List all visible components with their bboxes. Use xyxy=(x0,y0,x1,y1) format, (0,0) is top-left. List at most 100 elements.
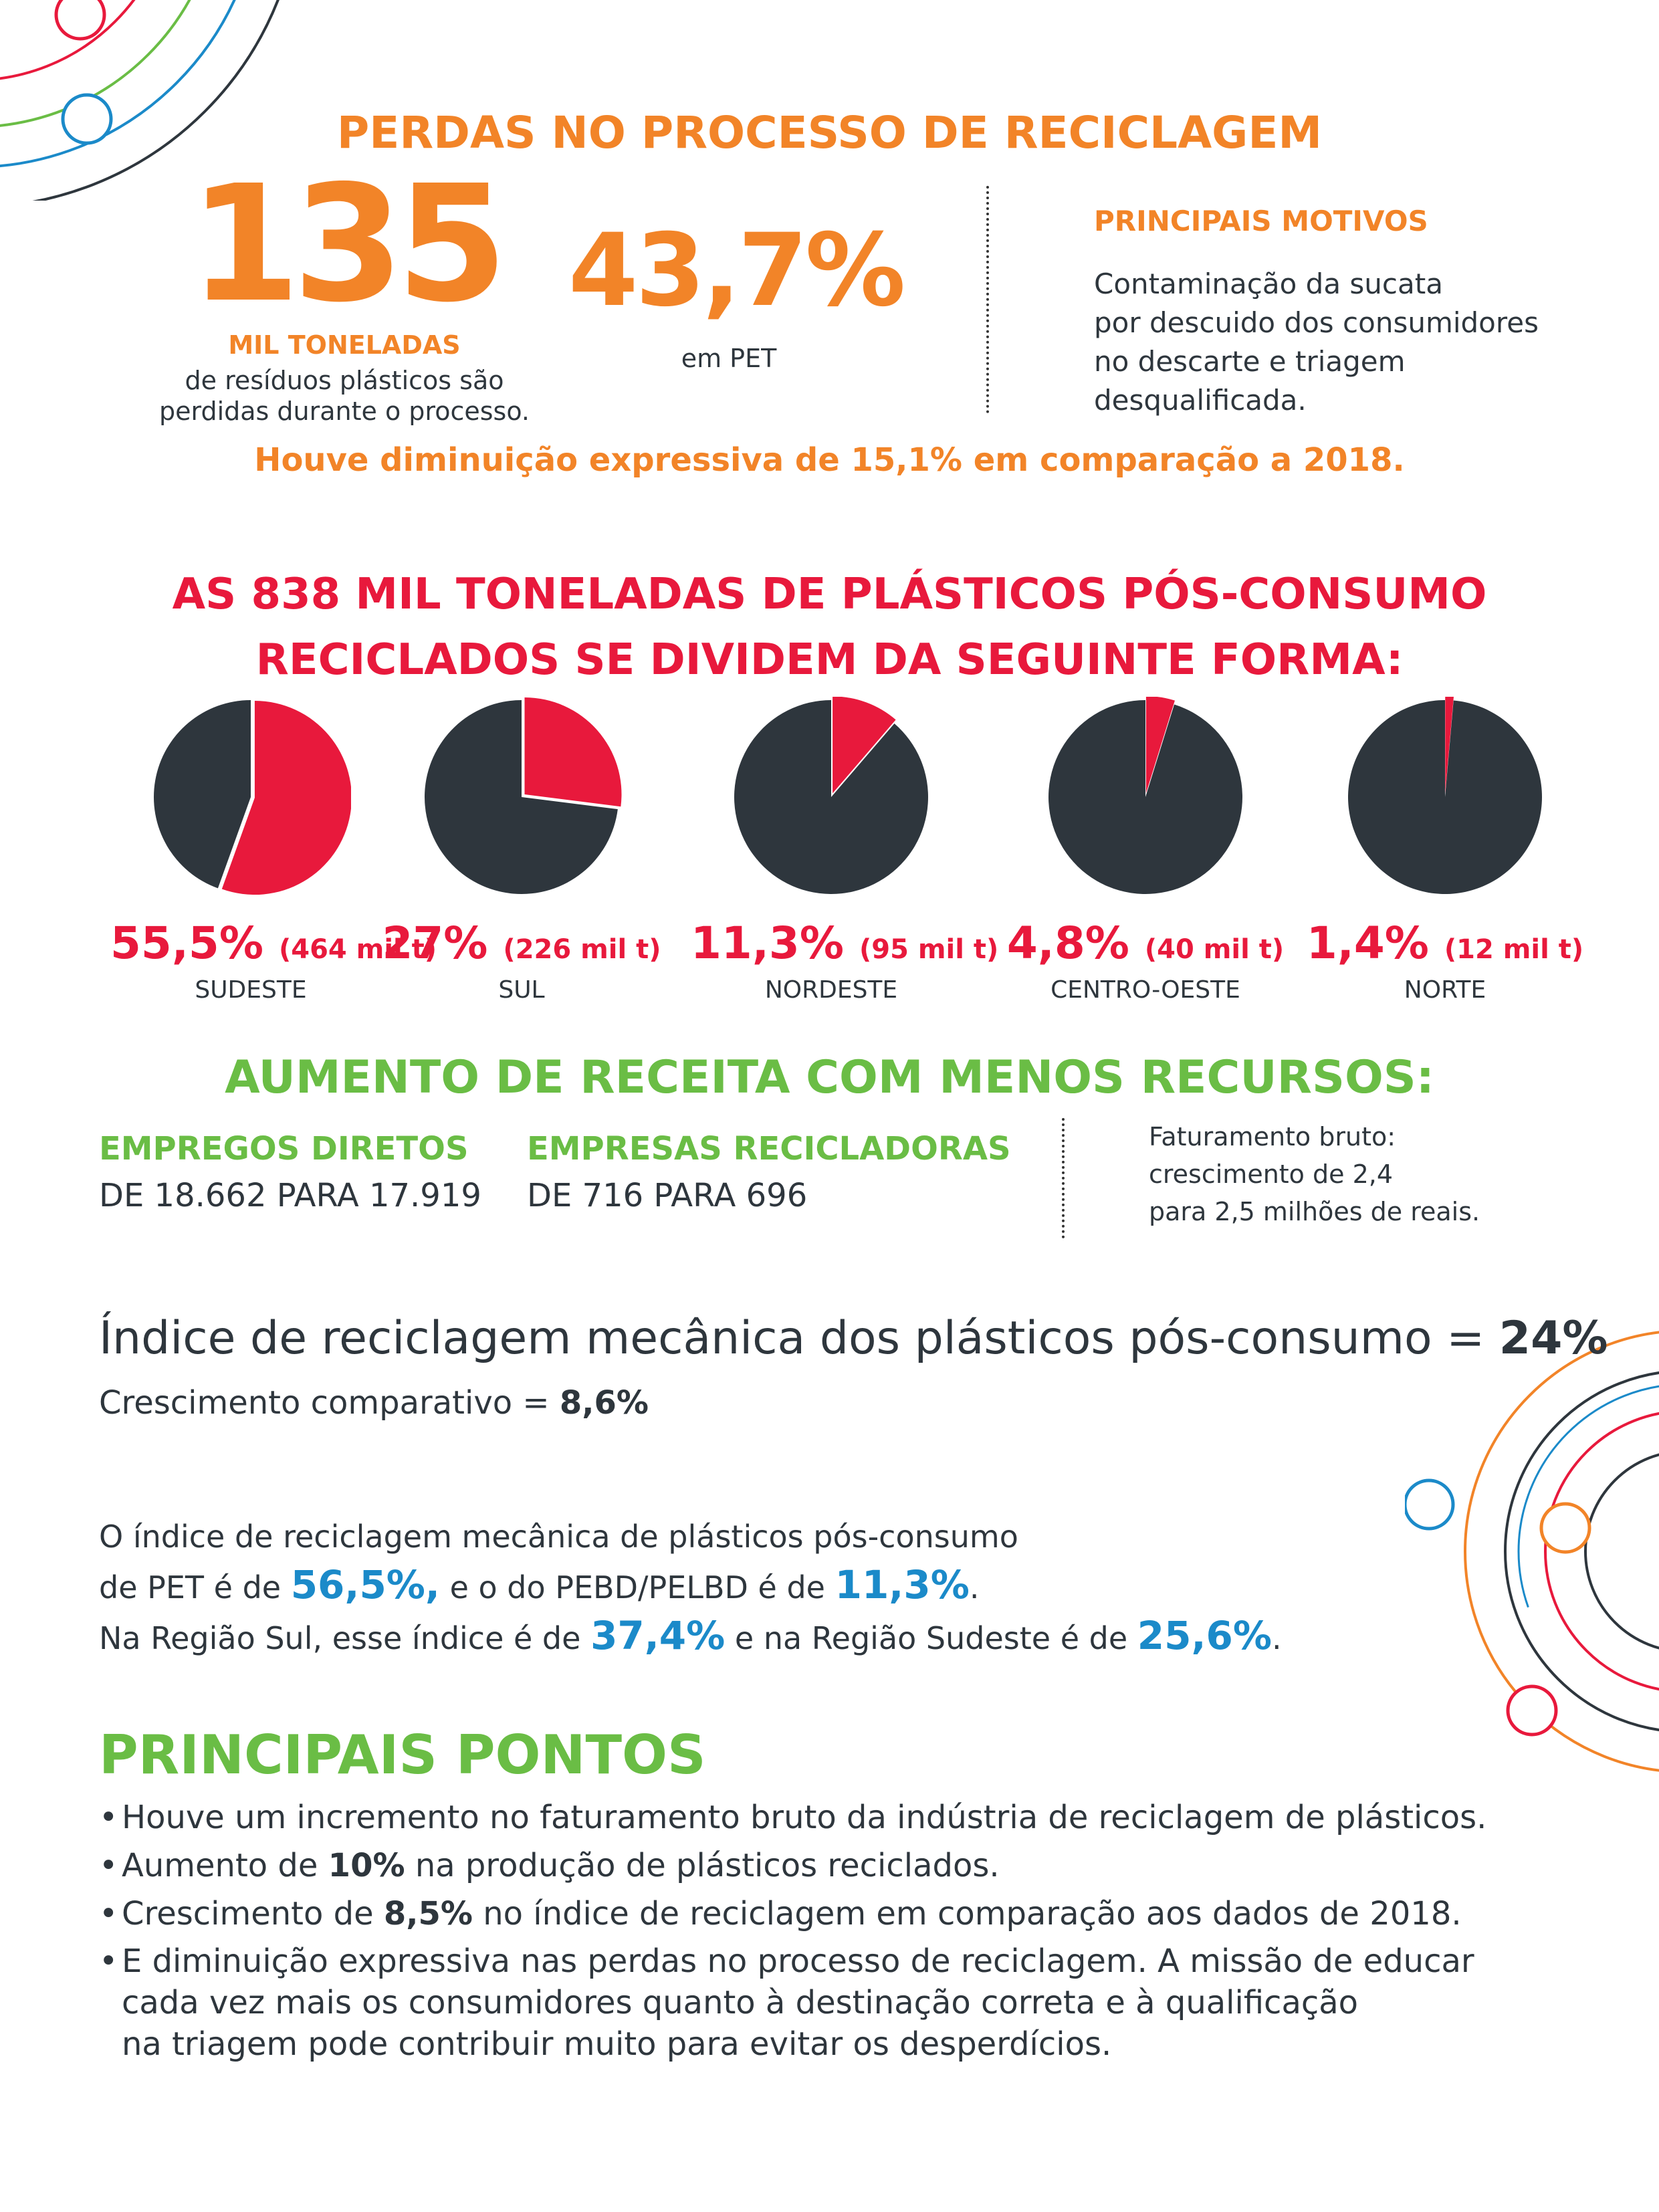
reasons-title: PRINCIPAIS MOTIVOS xyxy=(1094,205,1428,237)
pie-percent-label: 27% xyxy=(382,917,504,969)
losses-title: PERDAS NO PROCESSO DE RECICLAGEM xyxy=(336,107,1323,158)
pie-slice-rest xyxy=(1048,700,1242,894)
pie-tonnage-label: (464 mil t) xyxy=(278,934,437,965)
pet-index-sudeste-value: 25,6% xyxy=(1137,1613,1272,1658)
point-item-4: E diminuição expressiva nas perdas no pr… xyxy=(99,1941,1570,2065)
pie-percent-label: 4,8% xyxy=(1006,917,1145,969)
point-item-3-value: 8,5% xyxy=(383,1895,473,1932)
point-item-4-line3: na triagem pode contribuir muito para ev… xyxy=(122,2025,1112,2063)
point-item-4-line1: E diminuição expressiva nas perdas no pr… xyxy=(122,1943,1474,1980)
losses-description-line2: perdidas durante o processo. xyxy=(159,397,530,426)
division-title-line1: AS 838 MIL TONELADAS DE PLÁSTICOS PÓS-CO… xyxy=(172,570,1487,619)
pet-index-line1: O índice de reciclagem mecânica de plást… xyxy=(99,1519,1018,1555)
companies-value: DE 716 PARA 696 xyxy=(527,1177,808,1214)
pie-value-label: 11,3% (95 mil t) xyxy=(691,921,998,966)
pet-index-pebd-value: 11,3% xyxy=(835,1562,970,1608)
pie-tonnage-label: (12 mil t) xyxy=(1444,934,1584,965)
recycling-index: Índice de reciclagem mecânica dos plásti… xyxy=(99,1312,1608,1365)
pie-slice-sul xyxy=(524,697,622,807)
losses-description: de resíduos plásticos são perdidas duran… xyxy=(137,365,552,427)
decorative-circles-top-left xyxy=(0,0,280,201)
point-item-1: Houve um incremento no faturamento bruto… xyxy=(99,1796,1570,1839)
pie-slice-sudeste xyxy=(221,701,351,895)
pie-value-label: 27% (226 mil t) xyxy=(381,921,662,966)
jobs-value: DE 18.662 PARA 17.919 xyxy=(99,1177,481,1214)
pie-slice-rest xyxy=(734,700,928,894)
pie-chart-centro-oeste: 4,8% (40 mil t) CENTRO-OESTE xyxy=(1005,697,1286,1004)
reasons-line2: por descuido dos consumidores xyxy=(1094,306,1539,339)
pie-region-label: NORTE xyxy=(1404,976,1486,1004)
recycling-index-text: Índice de reciclagem mecânica dos plásti… xyxy=(99,1312,1499,1365)
comparative-growth-text: Crescimento comparativo = xyxy=(99,1384,560,1422)
pet-index-line3: Na Região Sul, esse índice é de 37,4% e … xyxy=(99,1612,1282,1662)
decorative-circles-right xyxy=(1405,1331,1659,1772)
pie-chart-norte: 1,4% (12 mil t) NORTE xyxy=(1305,697,1585,1004)
pie-tonnage-label: (95 mil t) xyxy=(859,934,999,965)
pet-index-line2-text-c: . xyxy=(969,1569,980,1606)
pie-percent-label: 1,4% xyxy=(1306,917,1444,969)
point-item-2-value: 10% xyxy=(328,1847,405,1884)
divider-dotted-revenue xyxy=(1062,1118,1065,1238)
billing-line2: crescimento de 2,4 xyxy=(1149,1159,1394,1189)
pie-chart-nordeste: 11,3% (95 mil t) NORDESTE xyxy=(691,697,998,1004)
pet-percent: 43,7% xyxy=(568,213,905,329)
pie-region-label: SUL xyxy=(498,976,545,1004)
pie-tonnage-label: (40 mil t) xyxy=(1144,934,1285,965)
pie-svg xyxy=(154,700,351,895)
pie-chart-sudeste: 55,5% (464 mil t) SUDESTE xyxy=(110,697,437,1004)
billing-line3: para 2,5 milhões de reais. xyxy=(1149,1197,1480,1226)
pie-percent-label: 55,5% xyxy=(110,917,279,969)
point-item-2-text-a: Aumento de xyxy=(122,1847,328,1884)
comparative-growth: Crescimento comparativo = 8,6% xyxy=(99,1384,649,1422)
points-title: PRINCIPAIS PONTOS xyxy=(99,1724,706,1786)
decrease-note: Houve diminuição expressiva de 15,1% em … xyxy=(254,441,1405,479)
pet-index-pet-value: 56,5%, xyxy=(290,1562,440,1608)
pet-label: em PET xyxy=(681,344,777,373)
pie-slice-rest xyxy=(154,700,251,889)
division-title: AS 838 MIL TONELADAS DE PLÁSTICOS PÓS-CO… xyxy=(0,562,1659,693)
point-item-3-text-a: Crescimento de xyxy=(122,1895,384,1932)
recycling-index-value: 24% xyxy=(1499,1312,1608,1365)
billing-text: Faturamento bruto: crescimento de 2,4 pa… xyxy=(1149,1118,1480,1230)
revenue-title: AUMENTO DE RECEITA COM MENOS RECURSOS: xyxy=(225,1051,1434,1104)
pie-svg xyxy=(734,697,928,894)
divider-dotted xyxy=(986,186,989,413)
pie-svg xyxy=(425,697,622,894)
reasons-text: Contaminação da sucata por descuido dos … xyxy=(1094,265,1539,420)
point-item-2: Aumento de 10% na produção de plásticos … xyxy=(99,1844,1570,1887)
pie-value-label: 1,4% (12 mil t) xyxy=(1305,921,1585,966)
losses-unit: MIL TONELADAS xyxy=(228,330,461,360)
pet-index-line3-text-b: e na Região Sudeste é de xyxy=(725,1620,1137,1656)
pie-slice-norte xyxy=(1445,697,1454,794)
pet-index-paragraph: O índice de reciclagem mecânica de plást… xyxy=(99,1513,1282,1662)
pet-index-line3-text-c: . xyxy=(1271,1620,1282,1656)
point-item-3-text-c: no índice de reciclagem em comparação ao… xyxy=(473,1895,1462,1932)
pie-value-label: 4,8% (40 mil t) xyxy=(1005,921,1286,966)
reasons-line4: desqualificada. xyxy=(1094,384,1307,417)
billing-line1: Faturamento bruto: xyxy=(1149,1122,1396,1151)
jobs-title: EMPREGOS DIRETOS xyxy=(99,1130,469,1168)
pet-index-line2-text-b: e o do PEBD/PELBD é de xyxy=(439,1569,835,1606)
point-item-4-line2: cada vez mais os consumidores quanto à d… xyxy=(122,1984,1359,2021)
losses-big-number: 135 xyxy=(189,150,508,338)
companies-title: EMPRESAS RECICLADORAS xyxy=(527,1130,1011,1168)
pet-index-line2-text-a: de PET é de xyxy=(99,1569,291,1606)
pet-index-line2: de PET é de 56,5%, e o do PEBD/PELBD é d… xyxy=(99,1561,1282,1612)
point-item-3: Crescimento de 8,5% no índice de recicla… xyxy=(99,1892,1570,1935)
losses-description-line1: de resíduos plásticos são xyxy=(185,366,504,395)
pie-region-label: SUDESTE xyxy=(195,976,307,1004)
pie-chart-sul: 27% (226 mil t) SUL xyxy=(381,697,662,1004)
pet-index-line3-text-a: Na Região Sul, esse índice é de xyxy=(99,1620,591,1656)
comparative-growth-value: 8,6% xyxy=(559,1384,649,1422)
pie-percent-label: 11,3% xyxy=(691,917,859,969)
pie-region-label: CENTRO-OESTE xyxy=(1050,976,1240,1004)
division-title-line2: RECICLADOS SE DIVIDEM DA SEGUINTE FORMA: xyxy=(255,635,1404,685)
point-item-1-text: Houve um incremento no faturamento bruto… xyxy=(122,1799,1487,1836)
pie-tonnage-label: (226 mil t) xyxy=(503,934,661,965)
pie-slice-nordeste xyxy=(833,697,896,794)
pie-value-label: 55,5% (464 mil t) xyxy=(110,921,437,966)
point-item-2-text-c: na produção de plásticos reciclados. xyxy=(405,1847,1000,1884)
pie-region-label: NORDESTE xyxy=(764,976,898,1004)
reasons-line3: no descarte e triagem xyxy=(1094,345,1406,378)
pie-slice-rest xyxy=(425,700,618,894)
